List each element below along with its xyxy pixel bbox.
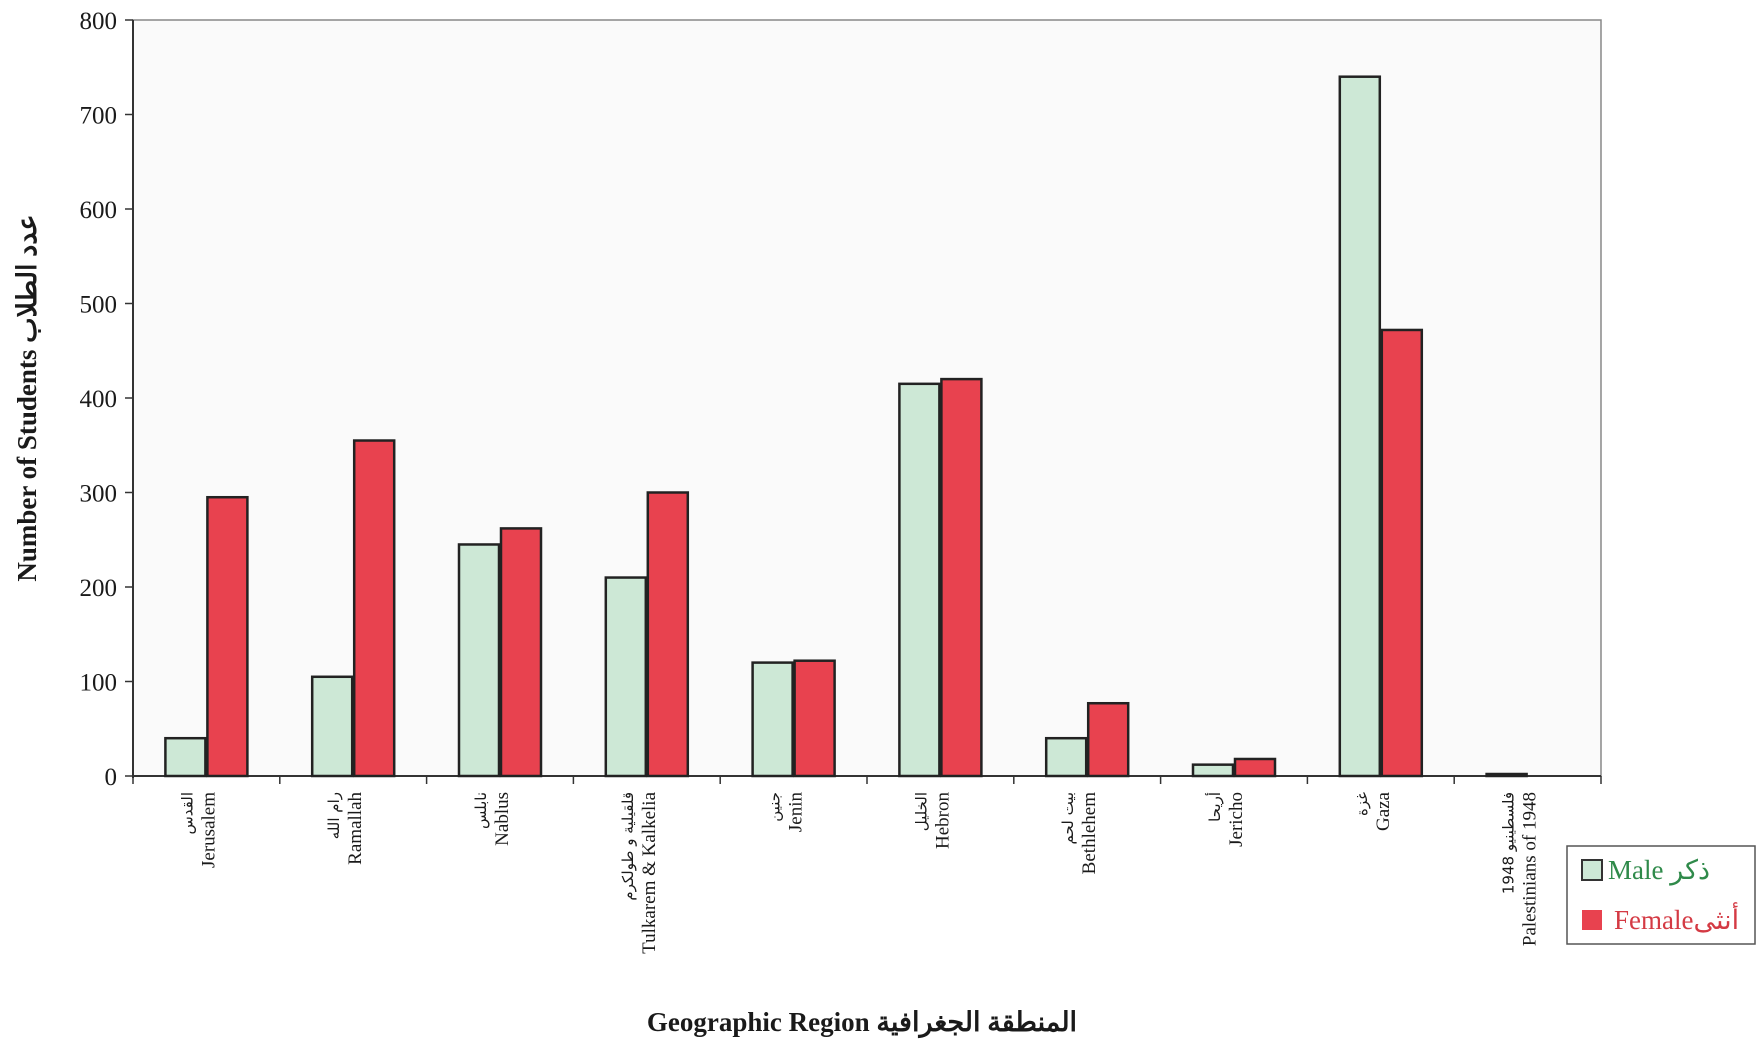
x-tick-label-arabic: القدس	[178, 792, 196, 835]
y-axis-title: Number of Students عدد الطلاب	[12, 214, 42, 581]
x-axis-title: Geographic Region المنطقة الجغرافية	[647, 1007, 1077, 1039]
x-tick-label-arabic: بيت لحم	[1059, 792, 1077, 844]
y-tick-label: 300	[80, 481, 118, 508]
y-tick-label: 0	[105, 764, 118, 791]
x-tick-label-arabic: الخليل	[912, 792, 930, 831]
x-tick-label: Bethlehem	[1079, 792, 1100, 875]
bar-female-3	[499, 527, 543, 778]
legend-swatch-male	[1581, 859, 1603, 881]
x-tick-label: Hebron	[932, 792, 953, 849]
bar-male-4	[604, 576, 648, 778]
bar-female-1	[206, 495, 249, 778]
y-tick-label: 800	[80, 8, 118, 35]
x-tick-label-arabic: فلسطينيو 1948	[1500, 792, 1518, 894]
y-tick-label: 400	[80, 386, 118, 413]
x-tick-label: Jericho	[1226, 792, 1247, 847]
bar-female-7	[1086, 701, 1130, 778]
bar-female-8	[1233, 757, 1277, 778]
x-tick-label: Ramallah	[345, 792, 366, 865]
bar-male-6	[898, 382, 941, 778]
x-tick-label-arabic: أريحا	[1205, 792, 1224, 822]
y-tick-label: 200	[80, 575, 118, 602]
bar-male-2	[310, 675, 354, 778]
bars-group	[164, 75, 1528, 778]
bar-female-6	[940, 377, 983, 778]
x-tick-label: Jerusalem	[198, 792, 219, 868]
bar-female-9	[1380, 328, 1424, 778]
x-tick-label: Gaza	[1373, 791, 1394, 831]
x-tick-label-arabic: جنين	[766, 792, 784, 822]
x-tick-label-arabic: رام الله	[325, 792, 343, 839]
bar-male-7	[1044, 736, 1088, 778]
legend-label-female: Femaleأنثى	[1614, 902, 1739, 935]
y-axis: 0 100 200 300 400 500 600 700 800	[80, 8, 133, 791]
x-tick-label: Jenin	[786, 792, 807, 833]
legend-label-male: Male ذكر	[1608, 855, 1710, 886]
x-tick-label-arabic: قلقيلية و طولكرم	[619, 792, 637, 901]
y-tick-label: 600	[80, 197, 118, 224]
bar-female-2	[352, 439, 396, 778]
x-tick-label-arabic: نابلس	[472, 792, 490, 829]
legend: Male ذكر Femaleأنثى	[1566, 845, 1756, 945]
x-tick-label: Palestinians of 1948	[1520, 792, 1541, 946]
bar-male-10	[1485, 772, 1528, 778]
x-tick-label: Tulkarem & Kalkelia	[639, 791, 660, 953]
bar-male-3	[457, 543, 501, 778]
y-tick-label: 500	[80, 292, 118, 319]
x-tick-label: Nablus	[492, 792, 513, 846]
y-tick-label: 700	[80, 103, 118, 130]
bar-male-1	[164, 736, 207, 778]
bar-male-8	[1191, 763, 1235, 778]
bar-male-5	[751, 661, 794, 778]
x-tick-label-arabic: غزة	[1353, 792, 1371, 816]
bar-female-5	[793, 659, 836, 778]
legend-swatch-female	[1582, 910, 1602, 930]
bar-female-4	[646, 491, 690, 778]
y-tick-label: 100	[80, 670, 118, 697]
bar-male-9	[1338, 75, 1382, 778]
